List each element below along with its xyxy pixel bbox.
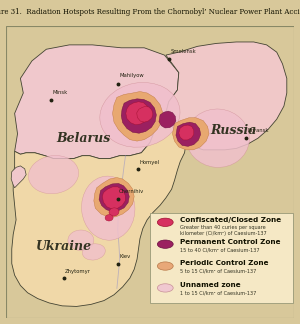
Text: Permanent Control Zone: Permanent Control Zone bbox=[180, 238, 280, 245]
Polygon shape bbox=[12, 113, 186, 307]
Ellipse shape bbox=[157, 284, 173, 292]
Ellipse shape bbox=[82, 244, 105, 260]
Text: Smolensk: Smolensk bbox=[170, 49, 196, 54]
Ellipse shape bbox=[105, 214, 113, 221]
Polygon shape bbox=[137, 106, 153, 122]
Text: Zhytomyr: Zhytomyr bbox=[65, 269, 91, 274]
Polygon shape bbox=[99, 183, 129, 212]
Ellipse shape bbox=[186, 109, 249, 168]
Ellipse shape bbox=[109, 208, 119, 216]
Text: Kiev: Kiev bbox=[119, 254, 130, 259]
Ellipse shape bbox=[157, 262, 173, 270]
Text: Mahilyow: Mahilyow bbox=[119, 74, 144, 78]
Text: 100 Miles: 100 Miles bbox=[203, 291, 224, 295]
Polygon shape bbox=[126, 102, 149, 125]
Text: Homyel: Homyel bbox=[139, 160, 160, 165]
Ellipse shape bbox=[100, 83, 180, 147]
Ellipse shape bbox=[157, 240, 173, 248]
Text: Greater than 40 curies per square
kilometer (Ci/km²) of Caesium-137: Greater than 40 curies per square kilome… bbox=[180, 225, 266, 236]
Polygon shape bbox=[94, 178, 134, 217]
Text: Minsk: Minsk bbox=[52, 90, 67, 95]
Polygon shape bbox=[166, 42, 287, 150]
Polygon shape bbox=[121, 99, 156, 133]
Polygon shape bbox=[179, 125, 194, 140]
Polygon shape bbox=[172, 118, 209, 150]
Text: 15 to 40 Ci/km² of Caesium-137: 15 to 40 Ci/km² of Caesium-137 bbox=[180, 247, 259, 252]
Text: Figure 31.  Radiation Hotspots Resulting From the Chornobyl’ Nuclear Power Plant: Figure 31. Radiation Hotspots Resulting … bbox=[0, 8, 300, 16]
Text: Russia: Russia bbox=[210, 124, 257, 137]
Polygon shape bbox=[176, 122, 201, 146]
Ellipse shape bbox=[157, 218, 173, 226]
FancyBboxPatch shape bbox=[150, 213, 292, 303]
Polygon shape bbox=[112, 91, 163, 141]
Ellipse shape bbox=[28, 156, 79, 194]
Polygon shape bbox=[15, 45, 179, 158]
Text: 5 to 15 Ci/km² of Caesium-137: 5 to 15 Ci/km² of Caesium-137 bbox=[180, 269, 256, 274]
Text: Periodic Control Zone: Periodic Control Zone bbox=[180, 260, 268, 266]
Text: Unnamed zone: Unnamed zone bbox=[180, 282, 240, 288]
Polygon shape bbox=[159, 111, 176, 128]
Text: 1 to 15 Ci/km² of Caesium-137: 1 to 15 Ci/km² of Caesium-137 bbox=[180, 291, 256, 296]
Ellipse shape bbox=[82, 176, 135, 240]
Text: Confiscated/Closed Zone: Confiscated/Closed Zone bbox=[180, 217, 281, 223]
Text: Belarus: Belarus bbox=[57, 132, 111, 145]
Ellipse shape bbox=[68, 230, 94, 250]
Text: Chernihiv: Chernihiv bbox=[119, 189, 144, 194]
Polygon shape bbox=[103, 187, 125, 209]
Text: 100 Kilometers: 100 Kilometers bbox=[194, 286, 227, 290]
Text: Bryansk: Bryansk bbox=[248, 128, 269, 133]
Polygon shape bbox=[11, 166, 26, 188]
Text: Ukraine: Ukraine bbox=[35, 239, 92, 253]
